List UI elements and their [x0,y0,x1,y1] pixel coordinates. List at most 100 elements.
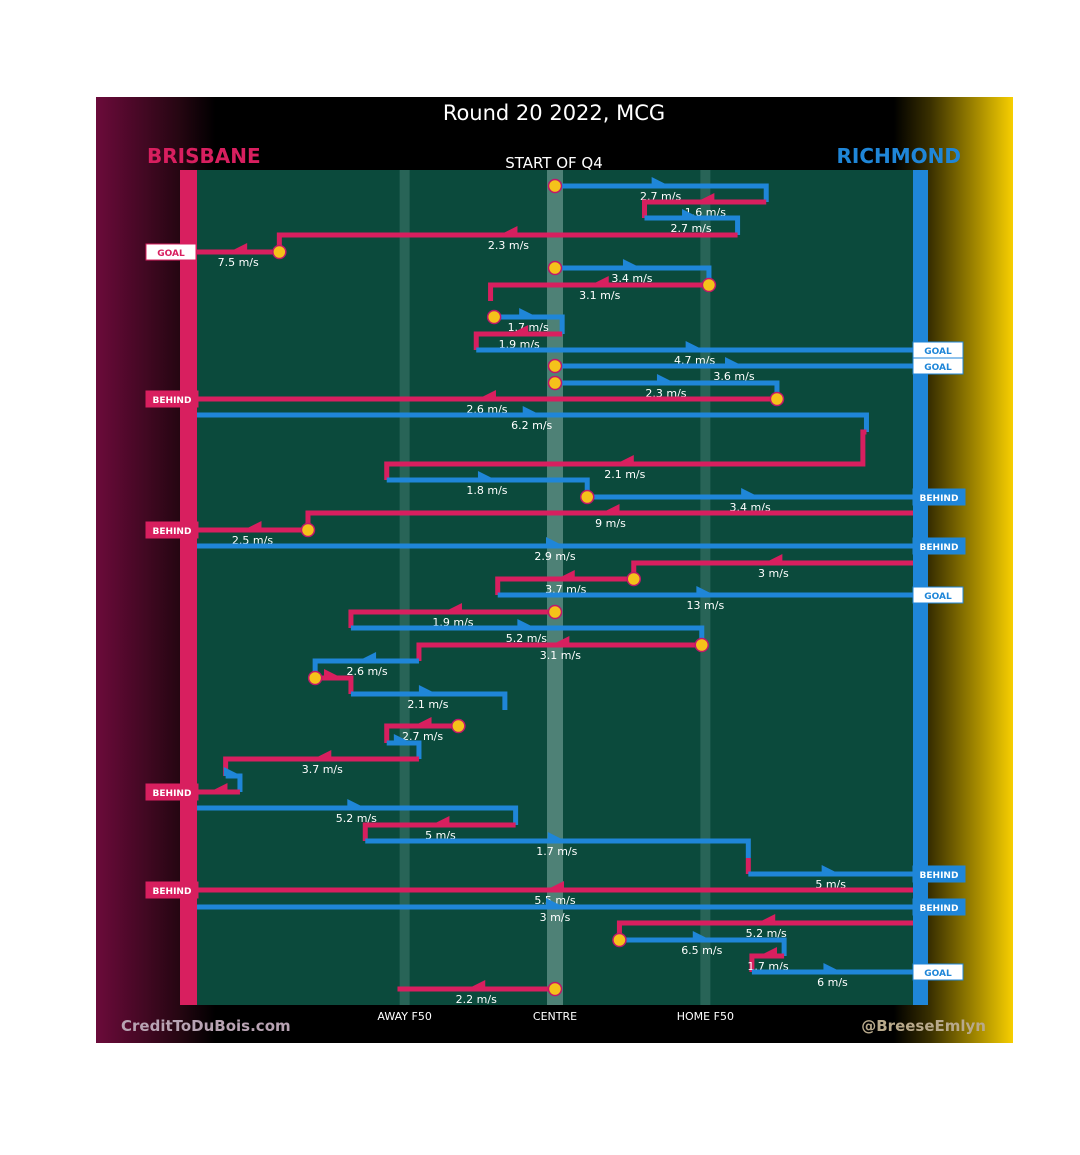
outcome-box [912,963,964,981]
segment-path [495,576,634,595]
speed-label: 2.6 m/s [346,665,387,678]
x-tick-label: AWAY F50 [377,1010,431,1023]
ball-marker [547,358,563,374]
speed-label: 2.7 m/s [402,730,443,743]
speed-label: 7.5 m/s [218,256,259,269]
outcome-tag: BEHIND [145,783,199,801]
richmond-segment: 2.7 m/s [644,209,741,235]
outcome-tag: GOAL [912,963,964,981]
richmond-segment: 6.2 m/s [197,406,869,432]
outcome-tag: BEHIND [145,881,199,899]
segment-path [350,691,508,710]
x-tick-label: HOME F50 [677,1010,734,1023]
richmond-segment: 6.5 m/s [612,931,787,957]
direction-arrow [823,963,842,972]
direction-arrow [757,914,776,923]
segment-path [619,937,787,956]
richmond-segment: 6 m/s [751,963,913,989]
outcome-tag: GOAL [912,586,964,604]
speed-label: 3.1 m/s [540,649,581,662]
direction-arrow [393,734,412,743]
direction-arrow [656,374,675,383]
richmond-segment: 5.2 m/s [197,799,519,825]
credit-left: CreditToDuBois.com [121,1017,291,1035]
richmond-segment: 13 m/s [497,586,913,612]
outcome-label: BEHIND [153,789,192,799]
brisbane-segment: 7.5 m/s [197,243,287,269]
direction-arrow [696,586,715,595]
ball-marker [547,260,563,276]
richmond-segment: 3.6 m/s [547,357,913,383]
direction-arrow [324,669,343,678]
direction-arrow [682,209,701,218]
richmond-segment [223,767,243,792]
segment-path [416,642,702,661]
outcome-box [145,783,199,801]
outcome-box [145,521,199,539]
segment-path [644,215,741,235]
outcome-label: GOAL [157,249,185,259]
quarter-label: START OF Q4 [505,154,603,172]
direction-arrow [477,390,496,399]
speed-label: 3.4 m/s [611,272,652,285]
ball-marker [547,178,563,194]
direction-arrow [725,357,743,366]
outcome-box [145,881,199,899]
speed-label: 5.5 m/s [534,894,575,907]
direction-arrow [313,750,332,759]
speed-label: 2.7 m/s [670,222,711,235]
ball-marker [272,244,287,260]
direction-arrow [517,619,536,628]
outcome-label: BEHIND [920,904,959,914]
speed-label: 5.2 m/s [506,632,547,645]
direction-arrow [510,325,529,334]
ball-marker [626,571,642,587]
direction-arrow [358,652,377,661]
brisbane-segment: 3.1 m/s [416,636,710,662]
direction-arrow [741,488,760,497]
segment-path [555,183,769,202]
richmond-segment: 3 m/s [197,898,913,924]
ball-marker [486,309,502,325]
kick-flow-chart: Round 20 2022, MCG START OF Q4 BRISBANE … [96,97,1013,1043]
speed-label: 9 m/s [595,517,626,530]
segment-path [473,331,563,350]
direction-arrow [651,177,670,186]
brisbane-segment: 3.1 m/s [488,276,717,302]
outcome-tag: BEHIND [912,488,966,506]
direction-arrow [764,554,783,563]
outcome-tag: BEHIND [912,537,966,555]
outcome-tag: BEHIND [145,390,199,408]
speed-label: 1.7 m/s [536,845,577,858]
direction-arrow [556,570,575,579]
outcome-tag: BEHIND [912,865,966,883]
outcome-box [145,390,199,408]
speed-label: 2.1 m/s [407,698,448,711]
direction-arrow [477,471,496,480]
segment-path [384,429,867,480]
lane-stripe [399,170,410,1005]
segment-path [348,609,555,628]
ball-marker [547,981,563,997]
speed-label: 2.3 m/s [488,239,529,252]
direction-arrow [615,455,634,464]
brisbane-segment [307,669,354,694]
lane-stripe [700,170,711,1005]
outcome-box [912,357,964,375]
speed-label: 6 m/s [817,976,848,989]
speed-label: 6.5 m/s [681,944,722,957]
speed-label: 3 m/s [540,911,571,924]
ball-marker [307,670,323,686]
ball-marker [547,375,563,391]
direction-arrow [692,931,711,940]
direction-arrow [243,521,262,530]
direction-arrow [223,767,242,776]
speed-label: 13 m/s [687,599,725,612]
direction-arrow [759,947,778,956]
credit-right: @BreeseEmlyn [861,1017,986,1035]
ball-marker [547,604,563,620]
direction-arrow [601,504,620,513]
direction-arrow [347,799,366,808]
ball-marker [451,718,466,734]
direction-arrow [443,603,462,612]
